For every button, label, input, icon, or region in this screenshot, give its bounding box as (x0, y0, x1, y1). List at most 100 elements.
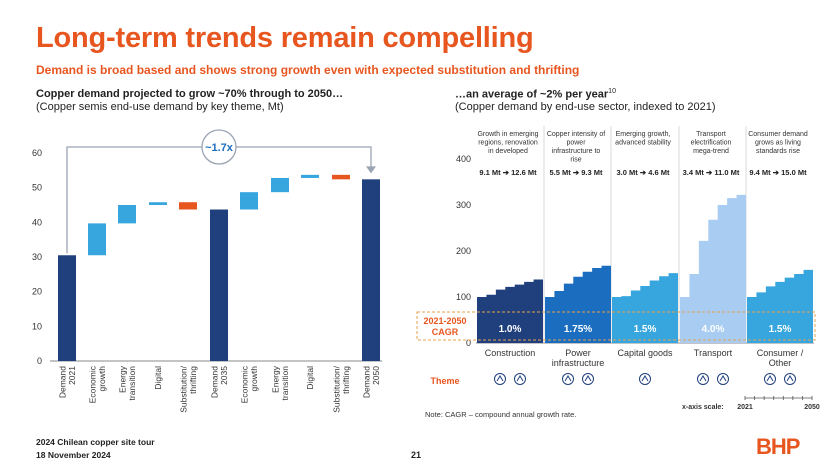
x-category-label: Demand2035 (210, 366, 230, 398)
theme-icon-glyph (719, 375, 727, 382)
waterfall-bar-5 (179, 202, 197, 210)
sector-demand-range: 9.1 Mt ➔ 12.6 Mt (479, 168, 537, 177)
theme-icon (697, 373, 709, 385)
waterfall-bar-2 (88, 223, 106, 256)
theme-line: Transport (696, 131, 726, 138)
theme-label: Theme (430, 376, 459, 386)
theme-line: Emerging growth, (616, 131, 671, 138)
y-tick-label: 400 (456, 154, 471, 164)
sector-demand-range: 3.0 Mt ➔ 4.6 Mt (617, 168, 670, 177)
theme-line: grows as living (755, 140, 801, 147)
right-chart-heading: …an average of ~2% per year10 (455, 88, 616, 101)
theme-icon-glyph (766, 375, 774, 382)
theme-icon-glyph (699, 375, 707, 382)
demand-2050: 11.0 Mt (714, 168, 740, 177)
theme-line: Growth in emerging (477, 131, 538, 138)
theme-line: electrification (691, 140, 732, 147)
sector-demand-range: 3.4 Mt ➔ 11.0 Mt (683, 168, 740, 177)
page-subtitle: Demand is broad based and shows strong g… (36, 63, 580, 77)
range-arrow: ➔ (501, 168, 511, 177)
waterfall-bar-6 (210, 209, 228, 361)
x-category-line: growth (97, 366, 107, 392)
sector-chart: 0 100 200 300 400 Growth in emerging regions, … (416, 126, 820, 411)
xscale-end: 2050 (804, 404, 820, 411)
x-category-line: thrifting (188, 366, 198, 394)
theme-line: Consumer demand (748, 131, 808, 138)
sector-label-line: Power (565, 348, 591, 358)
sector-cagr: 1.5% (634, 324, 657, 335)
x-category-line: transition (280, 366, 290, 401)
sector-label-line: Capital goods (617, 348, 673, 358)
y-tick-label: 60 (32, 148, 42, 158)
multiplier-badge (201, 129, 237, 165)
theme-icon (514, 373, 526, 385)
sector-area-2 (545, 265, 611, 343)
x-category-line: Energy (118, 365, 128, 393)
left-chart-subheading: (Copper semis end-use demand by key them… (36, 101, 284, 113)
page-number: 21 (411, 450, 422, 460)
x-category-line: Substitution/ (332, 365, 342, 412)
theme-line: in developed (488, 148, 528, 155)
x-category-label: Economicgrowth (88, 365, 108, 403)
x-category-label: Demand2050 (362, 366, 382, 398)
range-arrow: ➔ (571, 168, 581, 177)
x-category-label: Digital (153, 366, 163, 390)
left-chart-heading: Copper demand projected to grow ~70% thr… (36, 88, 344, 100)
range-arrow: ➔ (638, 168, 648, 177)
sector-area-4 (680, 194, 746, 343)
y-tick-label: 300 (456, 200, 471, 210)
sector-label: Power infrastructure (552, 348, 605, 368)
x-category-line: Economic (240, 365, 250, 403)
sector-label-line: Transport (694, 348, 733, 358)
theme-icon-glyph (516, 375, 524, 382)
theme-icon (639, 373, 651, 385)
x-category-line: thrifting (341, 366, 351, 394)
sector-theme-header: Transport electrification mega-trend (691, 131, 732, 155)
demand-2021: 3.0 Mt (617, 168, 639, 177)
x-category-line: 2021 (67, 366, 77, 385)
sector-label-line: infrastructure (552, 358, 605, 368)
x-category-label: Substitution/thrifting (332, 365, 352, 412)
demand-2050: 12.6 Mt (511, 168, 537, 177)
theme-icon (582, 373, 594, 385)
waterfall-bar-7 (240, 192, 258, 210)
sector-label: Transport (694, 348, 733, 358)
waterfall-bar-4 (149, 202, 167, 205)
xscale-start: 2021 (737, 404, 753, 411)
x-category-line: 2050 (371, 366, 381, 385)
y-tick-label: 10 (32, 321, 42, 331)
theme-icon (494, 373, 506, 385)
x-category-line: Demand (210, 366, 220, 398)
sector-label: Capital goods (617, 348, 673, 358)
x-category-line: Digital (153, 366, 163, 390)
theme-line: infrastructure to (552, 148, 601, 155)
x-category-line: Economic (88, 365, 98, 403)
cagr-label-line2: CAGR (432, 327, 459, 337)
range-arrow: ➔ (771, 168, 781, 177)
sector-area-1 (477, 279, 543, 343)
theme-icon-glyph (786, 375, 794, 382)
demand-2050: 4.6 Mt (648, 168, 670, 177)
waterfall-bar-8 (271, 177, 289, 193)
x-category-line: Digital (305, 366, 315, 390)
cagr-band (416, 311, 816, 341)
sector-demand-range: 9.4 Mt ➔ 15.0 Mt (749, 168, 807, 177)
x-category-label: Energytransition (118, 365, 138, 400)
theme-icon (784, 373, 796, 385)
theme-icon (562, 373, 574, 385)
y-tick-label: 50 (32, 183, 42, 193)
multiplier-label: ~1.7x (205, 142, 234, 154)
sector-label: Construction (485, 348, 536, 358)
theme-line: regions, renovation (478, 140, 538, 147)
range-arrow: ➔ (704, 168, 714, 177)
x-category-label: Digital (305, 366, 315, 390)
waterfall-bar-9 (301, 174, 319, 178)
theme-line: rise (570, 157, 581, 164)
page-title: Long-term trends remain compelling (36, 22, 534, 54)
theme-icon-glyph (584, 375, 592, 382)
theme-icon (717, 373, 729, 385)
theme-line: power (566, 140, 586, 147)
sector-label-line: Other (769, 358, 792, 368)
x-category-label: Substitution/thrifting (179, 365, 199, 412)
